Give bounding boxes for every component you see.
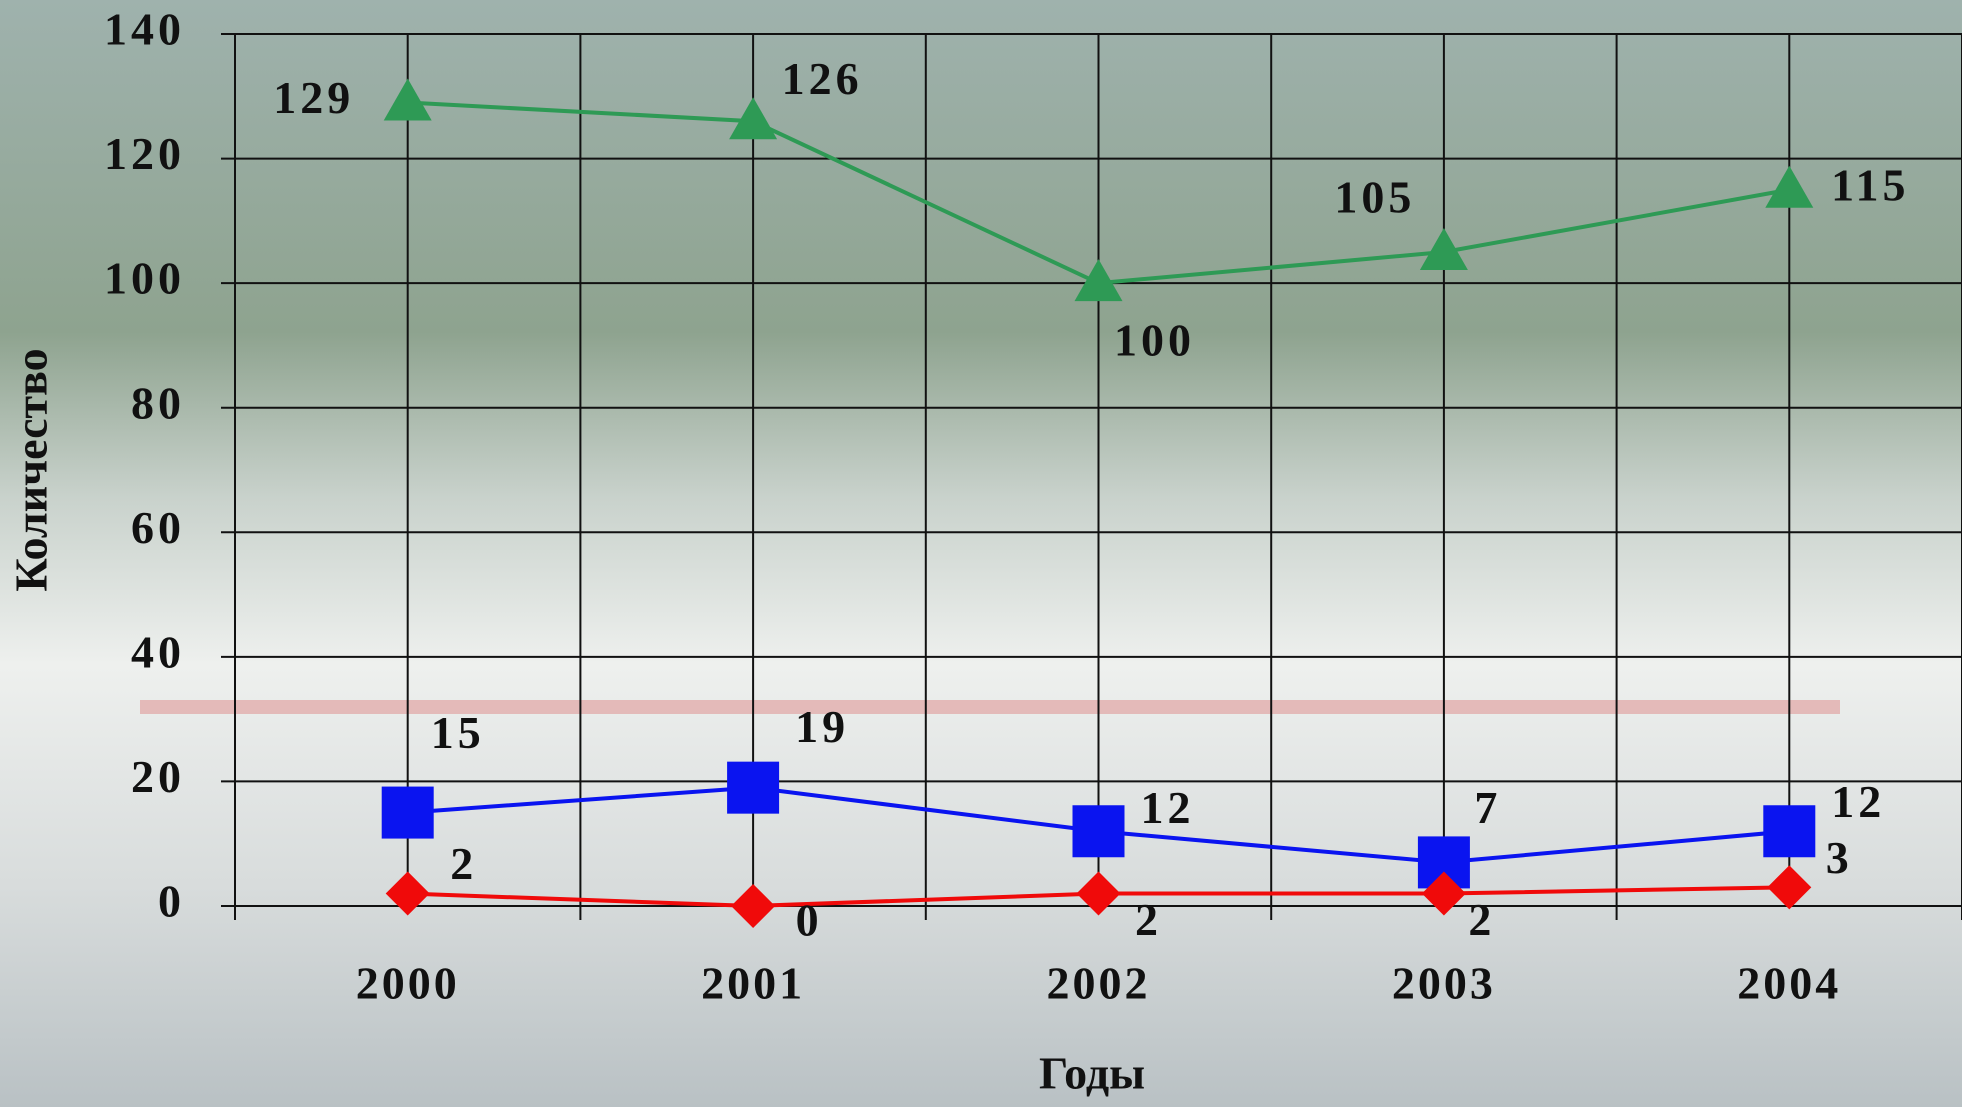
x-tick-label: 2000 (356, 958, 460, 1009)
background-stripe (140, 700, 1840, 714)
marker (385, 871, 430, 916)
data-label: 2 (1135, 894, 1162, 945)
marker (1763, 805, 1816, 858)
y-tick-label: 40 (131, 626, 185, 677)
marker (729, 97, 778, 140)
data-label: 129 (273, 72, 354, 123)
x-tick-label: 2002 (1047, 958, 1151, 1009)
marker (381, 786, 434, 839)
y-tick-label: 60 (131, 502, 185, 553)
x-tick-label: 2004 (1737, 958, 1841, 1009)
marker (1076, 871, 1121, 916)
y-axis-title: Количество (6, 348, 57, 591)
marker (1421, 871, 1466, 916)
y-tick-label: 0 (158, 876, 185, 927)
data-label: 126 (782, 53, 863, 104)
marker (1765, 165, 1814, 208)
y-tick-label: 120 (104, 128, 185, 179)
y-tick-label: 140 (104, 4, 185, 55)
marker (731, 884, 776, 928)
data-label: 3 (1826, 832, 1853, 883)
marker (1074, 259, 1123, 302)
x-tick-label: 2001 (701, 958, 805, 1009)
marker (727, 761, 780, 814)
y-tick-label: 100 (104, 253, 185, 304)
marker (1419, 228, 1468, 270)
data-label: 7 (1474, 782, 1501, 833)
marker (1767, 865, 1812, 910)
data-label: 12 (1141, 782, 1195, 833)
data-label: 105 (1334, 172, 1415, 223)
data-label: 0 (796, 895, 823, 946)
data-label: 115 (1831, 159, 1909, 210)
data-label: 100 (1114, 315, 1195, 366)
marker (383, 78, 432, 121)
y-tick-label: 80 (131, 377, 185, 428)
y-tick-label: 20 (131, 751, 185, 802)
data-label: 15 (431, 707, 485, 758)
data-label: 12 (1831, 776, 1885, 827)
x-axis-title: Годы (1039, 1048, 1145, 1099)
data-label: 2 (450, 838, 477, 889)
data-label: 2 (1468, 894, 1495, 945)
data-label: 19 (795, 701, 849, 752)
marker (1072, 805, 1125, 858)
x-tick-label: 2003 (1392, 958, 1496, 1009)
